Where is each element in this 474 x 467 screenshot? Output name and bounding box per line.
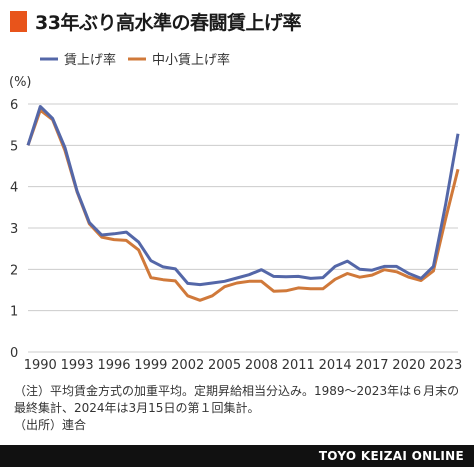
title-accent-mark — [10, 11, 27, 32]
x-tick-label: 2002 — [171, 358, 204, 373]
x-tick-label: 1990 — [24, 358, 57, 373]
y-tick-label: 4 — [10, 181, 18, 196]
x-tick-label: 2017 — [355, 358, 388, 373]
x-tick-label: 2011 — [282, 358, 315, 373]
y-tick-label: 0 — [10, 346, 18, 361]
axis-labels: 0 1 2 3 4 5 6 1990 1993 1996 1999 2002 2005 2008 2011 2… — [10, 98, 462, 373]
footnotes: （注）平均賃金方式の加重平均。定期昇給相当分込み。1989〜2023年は６月末の… — [14, 383, 464, 434]
note-line-2: 最終集計、2024年は3月15日の第１回集計。 — [14, 401, 260, 415]
series-lines — [26, 105, 460, 302]
y-tick-label: 2 — [10, 263, 18, 278]
x-tick-label: 1999 — [134, 358, 167, 373]
y-unit-label: (%) — [9, 75, 32, 90]
x-tick-label: 1993 — [61, 358, 94, 373]
title-bar: 33年ぶり高水準の春闘賃上げ率 — [10, 8, 301, 35]
legend: 賃上げ率 中小賃上げ率 — [40, 52, 230, 68]
series-line-2 — [26, 108, 460, 302]
x-tick-label: 2023 — [429, 358, 462, 373]
x-tick-label: 1996 — [97, 358, 130, 373]
x-tick-label: 2014 — [319, 358, 352, 373]
chart-title: 33年ぶり高水準の春闘賃上げ率 — [35, 12, 301, 34]
legend-label-2: 中小賃上げ率 — [152, 52, 230, 68]
x-tick-label: 2020 — [392, 358, 425, 373]
x-tick-label: 2008 — [245, 358, 278, 373]
y-tick-label: 5 — [10, 139, 18, 154]
y-tick-label: 3 — [10, 222, 18, 237]
x-tick-label: 2005 — [208, 358, 241, 373]
y-tick-label: 6 — [10, 98, 18, 113]
series-line-1 — [26, 105, 460, 287]
line-chart: 0 1 2 3 4 5 6 1990 1993 1996 1999 2002 2005 2008 2011 2… — [9, 52, 462, 373]
source-line: （出所）連合 — [14, 418, 87, 432]
y-tick-label: 1 — [10, 305, 18, 320]
publisher-footer: TOYO KEIZAI ONLINE — [0, 445, 474, 467]
note-line-1: （注）平均賃金方式の加重平均。定期昇給相当分込み。1989〜2023年は６月末の — [14, 384, 460, 398]
legend-label-1: 賃上げ率 — [64, 52, 116, 68]
